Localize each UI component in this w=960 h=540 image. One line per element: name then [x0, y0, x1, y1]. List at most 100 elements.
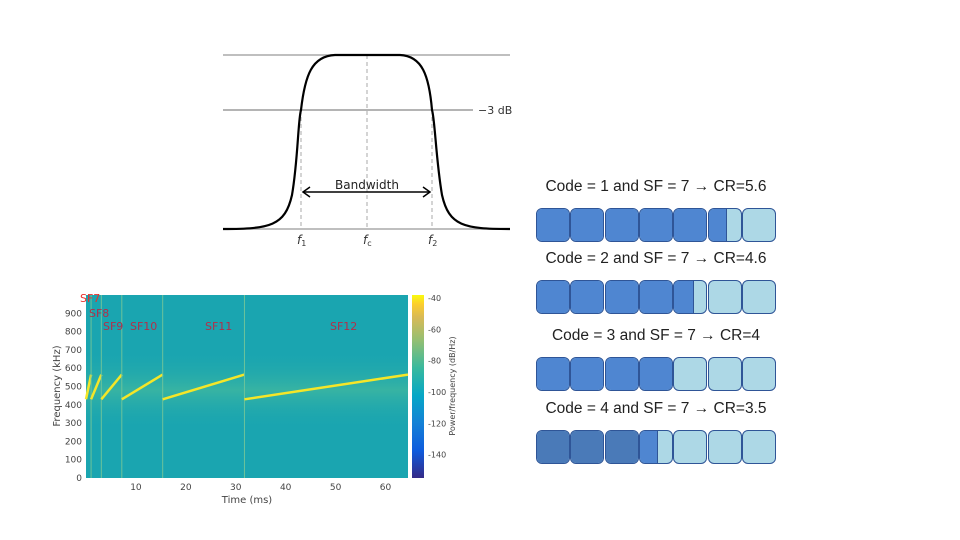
symbol-block [570, 357, 605, 391]
bandwidth-label: Bandwidth [335, 178, 399, 192]
chirp-sf10 [121, 373, 164, 401]
coding-rate-bar [536, 280, 776, 314]
symbol-block [570, 280, 605, 314]
symbol-block [638, 208, 673, 242]
symbol-block [536, 430, 570, 464]
symbol-fill [605, 281, 638, 313]
chirp-sf12 [244, 373, 409, 401]
symbol-fill [674, 281, 695, 313]
symbol-fill [571, 281, 604, 313]
symbol-fill [605, 431, 638, 463]
y-tick-label: 400 [65, 401, 82, 411]
symbol-block [741, 357, 776, 391]
symbol-block [536, 280, 570, 314]
symbol-fill [605, 358, 638, 390]
coding-rate-caption: Code = 3 and SF = 7 → CR=4 [551, 327, 761, 344]
symbol-block [638, 430, 673, 464]
coding-rate-caption: Code = 2 and SF = 7 → CR=4.6 [545, 250, 767, 267]
fc-label: fc [363, 233, 372, 248]
f2-label: f2 [428, 233, 437, 248]
chirp-sf7 [84, 374, 93, 400]
symbol-block [707, 357, 742, 391]
symbol-block [604, 357, 639, 391]
x-axis-label: Time (ms) [221, 495, 273, 506]
coding-rate-bar [536, 357, 776, 391]
symbol-block [707, 280, 742, 314]
minus-3db-label: −3 dB [478, 104, 512, 117]
symbol-block [673, 357, 708, 391]
symbol-fill [537, 209, 569, 241]
symbol-fill [639, 209, 672, 241]
x-tick-label: 20 [180, 483, 192, 493]
y-tick-label: 100 [65, 456, 82, 466]
arrowhead-right [422, 186, 432, 198]
symbol-fill [639, 358, 672, 390]
y-tick-label: 0 [76, 474, 82, 484]
symbol-fill [571, 209, 604, 241]
chirp-sf9 [100, 373, 123, 401]
symbol-fill [537, 431, 569, 463]
symbol-block [536, 357, 570, 391]
symbol-block [707, 430, 742, 464]
y-tick-label: 900 [65, 309, 82, 319]
colorbar-tick-label: -80 [428, 357, 441, 366]
x-tick-label: 50 [330, 483, 342, 493]
symbol-fill [537, 281, 569, 313]
x-tick-label: 40 [280, 483, 292, 493]
symbol-fill [639, 431, 659, 463]
symbol-block [673, 430, 708, 464]
signal-glow [86, 350, 408, 430]
y-axis-label: Frequency (kHz) [52, 345, 63, 426]
y-tick-label: 300 [65, 419, 82, 429]
lora-spectrogram: 10 20 30 40 50 600100200300400500600700800900… [52, 292, 457, 506]
symbol-block [638, 280, 673, 314]
f1-label: f1 [297, 233, 306, 248]
x-tick-label: 60 [380, 483, 392, 493]
symbol-block [604, 208, 639, 242]
x-tick-label: 10 [130, 483, 142, 493]
symbol-fill [571, 358, 604, 390]
coding-rate-caption: Code = 4 and SF = 7 → CR=3.5 [545, 400, 767, 417]
label-sf11: SF11 [205, 320, 232, 333]
symbol-block [638, 357, 673, 391]
symbol-block [741, 430, 776, 464]
symbol-fill [537, 358, 569, 390]
y-tick-label: 500 [65, 383, 82, 393]
colorbar [412, 295, 424, 478]
filter-bandwidth-diagram: −3 dB Bandwidth f1 fc f2 [222, 53, 512, 248]
y-tick-label: 700 [65, 346, 82, 356]
symbol-block [604, 430, 639, 464]
colorbar-tick-label: -140 [428, 451, 446, 460]
y-tick-label: 200 [65, 437, 82, 447]
symbol-fill [571, 431, 604, 463]
label-sf12: SF12 [330, 320, 357, 333]
symbol-block [536, 208, 570, 242]
symbol-fill [639, 281, 672, 313]
chirp-sf11 [162, 373, 245, 401]
chirp-sf8 [89, 374, 103, 400]
label-sf10: SF10 [130, 320, 157, 333]
colorbar-tick-label: -40 [428, 294, 441, 303]
filter-response-curve [222, 53, 511, 231]
symbol-block [673, 280, 708, 314]
colorbar-tick-label: -60 [428, 325, 441, 334]
symbol-block [741, 208, 776, 242]
colorbar-tick-label: -120 [428, 419, 446, 428]
coding-rate-bar [536, 208, 776, 242]
symbol-block [741, 280, 776, 314]
label-sf8: SF8 [89, 307, 109, 320]
symbol-block [604, 280, 639, 314]
symbol-fill [708, 209, 728, 241]
symbol-block [570, 208, 605, 242]
y-tick-label: 800 [65, 328, 82, 338]
colorbar-tick-label: -100 [428, 388, 446, 397]
colorbar-label: Power/frequency (dB/Hz) [448, 336, 457, 435]
symbol-block [570, 430, 605, 464]
coding-rate-caption: Code = 1 and SF = 7 → CR=5.6 [545, 178, 767, 195]
label-sf7: SF7 [80, 292, 100, 305]
arrowhead-left [301, 186, 311, 198]
x-tick-label: 30 [230, 483, 242, 493]
symbol-block [707, 208, 742, 242]
symbol-fill [605, 209, 638, 241]
